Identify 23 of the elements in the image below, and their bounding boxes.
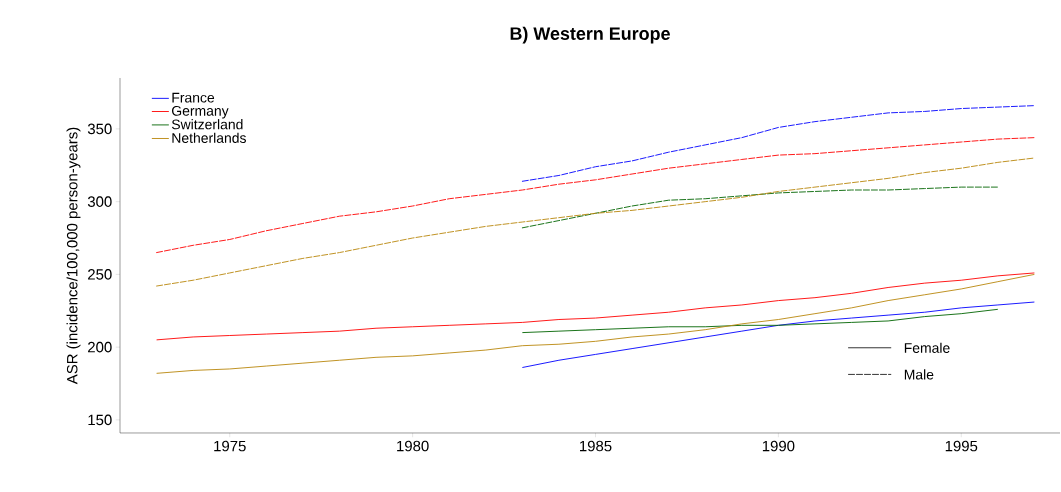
legend-label: Switzerland <box>171 119 243 130</box>
y-axis-title: ASR (incidence/100,000 person-years) <box>66 127 81 385</box>
line-series <box>521 186 999 229</box>
line-series <box>156 272 1035 341</box>
y-tick-label: 350 <box>87 123 112 135</box>
x-tick-label: 1990 <box>762 440 795 452</box>
line-series <box>521 105 1035 182</box>
chart-title: B) Western Europe <box>510 26 670 44</box>
y-tick-label: 150 <box>88 414 112 426</box>
x-tick-label: 1985 <box>580 440 612 452</box>
annotation: Male <box>904 369 934 380</box>
y-tick-label: 200 <box>88 341 112 353</box>
y-tick-label: 300 <box>87 196 112 207</box>
x-tick-label: 1980 <box>397 440 429 452</box>
legend-label: France <box>172 92 215 103</box>
line-series <box>521 308 999 334</box>
x-tick-label: 1995 <box>945 440 978 452</box>
annotation: Female <box>904 342 950 353</box>
y-tick-label: 250 <box>88 269 112 280</box>
legend-label: Netherlands <box>172 132 246 143</box>
line-series <box>156 157 1035 287</box>
x-tick-label: 1975 <box>214 440 246 452</box>
legend-label: Germany <box>172 105 229 119</box>
